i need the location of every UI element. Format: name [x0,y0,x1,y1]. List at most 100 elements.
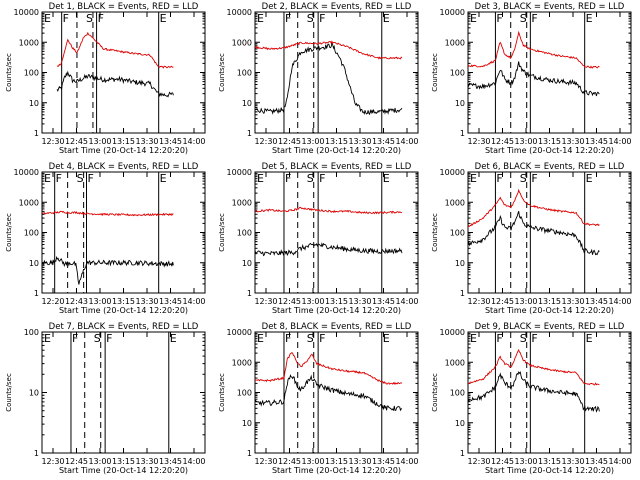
x-tick-label: 14:00 [395,297,418,306]
series-line-events [42,255,174,285]
marker-label: F [285,332,291,345]
plot-frame [254,331,419,454]
plot-frame [254,171,419,294]
marker-label: S [520,332,527,345]
marker-label: S [520,12,527,25]
marker-label: E [170,332,177,345]
detector-panel-7: Det 7, BLACK = Events, RED = LLD Counts/s… [5,322,206,475]
x-tick-label: 12:45 [278,137,301,146]
y-tick-label: 10000 [440,168,465,177]
x-tick-label: 14:00 [608,457,631,466]
y-tick-label: 1 [460,289,465,298]
x-tick-label: 13:15 [538,297,561,306]
y-tick-label: 1000 [19,198,39,207]
series-line-lld [56,31,174,69]
series-line-lld [255,40,403,60]
marker-label: F [496,332,502,345]
x-tick-label: 14:00 [395,457,418,466]
marker-label: S [77,172,84,185]
series-line-events [255,41,403,116]
y-tick-label: 100 [24,229,39,238]
y-tick-label: 10000 [227,328,252,337]
x-tick-label: 13:30 [348,137,371,146]
x-tick-label: 12:43 [65,297,88,306]
y-tick-label: 10000 [14,168,39,177]
y-tick-label: 10 [242,259,252,268]
x-tick-label: 13:00 [514,457,537,466]
marker-label: S [307,332,314,345]
x-tick-label: 13:00 [88,297,111,306]
series-line-lld [255,352,403,385]
detector-panel-5: Det 5, BLACK = Events, RED = LLD Counts/s… [218,162,419,315]
plot-frame [41,331,206,454]
y-tick-label: 100 [24,328,39,337]
x-tick-label: 13:00 [88,137,111,146]
x-tick-label: 13:30 [561,137,584,146]
marker-label: F [496,12,502,25]
marker-label: E [383,172,390,185]
x-tick-label: 13:30 [135,137,158,146]
detector-panel-9: Det 9, BLACK = Events, RED = LLD Counts/s… [431,322,632,475]
detector-panel-4: Det 4, BLACK = Events, RED = LLD Counts/s… [5,162,206,315]
y-tick-label: 1 [460,129,465,138]
x-tick-label: 13:15 [325,297,348,306]
series-line-lld [42,210,174,217]
y-tick-label: 10 [29,99,39,108]
x-tick-label: 12:45 [65,457,88,466]
y-tick-label: 1000 [445,198,465,207]
x-tick-label: 13:30 [135,297,158,306]
series-layer [255,40,403,116]
y-axis-label: Counts/sec [431,373,439,412]
marker-label: F [319,332,325,345]
x-tick-label: 12:30 [254,297,277,306]
y-tick-label: 10 [29,389,39,398]
x-tick-label: 12:30 [41,137,64,146]
plot-frame [467,11,632,134]
marker-label: E [257,172,264,185]
y-tick-label: 10 [455,419,465,428]
y-tick-label: 1000 [445,358,465,367]
x-axis-label: Start Time (20-Oct-14 12:20:20) [485,466,614,475]
series-line-events [255,242,403,257]
x-tick-label: 13:15 [112,137,135,146]
y-tick-label: 100 [237,229,252,238]
x-axis-label: Start Time (20-Oct-14 12:20:20) [485,306,614,315]
x-tick-label: 13:00 [514,297,537,306]
x-tick-label: 12:30 [467,297,490,306]
x-tick-label: 13:45 [372,297,395,306]
y-tick-label: 10 [29,259,39,268]
marker-label: F [531,12,537,25]
x-tick-label: 13:00 [514,137,537,146]
series-layer [468,30,600,97]
y-tick-label: 1000 [232,38,252,47]
x-axis-label: Start Time (20-Oct-14 12:20:20) [485,146,614,155]
marker-label: E [44,12,51,25]
x-tick-label: 13:45 [372,457,395,466]
series-line-events [56,70,174,98]
x-tick-label: 13:15 [325,457,348,466]
x-tick-label: 13:30 [561,297,584,306]
detector-panel-8: Det 8, BLACK = Events, RED = LLD Counts/s… [218,322,419,475]
x-tick-label: 12:45 [491,137,514,146]
plot-frame [467,171,632,294]
y-tick-label: 1000 [445,38,465,47]
x-tick-label: 13:30 [348,297,371,306]
x-tick-label: 13:45 [159,457,182,466]
x-tick-label: 12:30 [467,137,490,146]
x-tick-label: 13:45 [585,297,608,306]
series-line-events [255,374,403,412]
x-tick-label: 13:00 [301,137,324,146]
y-tick-label: 1 [460,449,465,458]
x-tick-label: 12:45 [65,137,88,146]
panel-title: Det 9, BLACK = Events, RED = LLD [475,322,625,332]
y-tick-label: 10000 [440,8,465,17]
detector-panel-1: Det 1, BLACK = Events, RED = LLD Counts/s… [5,2,206,155]
y-tick-label: 1000 [232,358,252,367]
series-layer [255,206,403,257]
marker-label: F [531,172,537,185]
x-tick-label: 13:45 [585,457,608,466]
x-axis-label: Start Time (20-Oct-14 12:20:20) [272,466,401,475]
marker-label: F [98,12,104,25]
marker-label: E [383,12,390,25]
panel-title: Det 7, BLACK = Events, RED = LLD [49,322,199,332]
